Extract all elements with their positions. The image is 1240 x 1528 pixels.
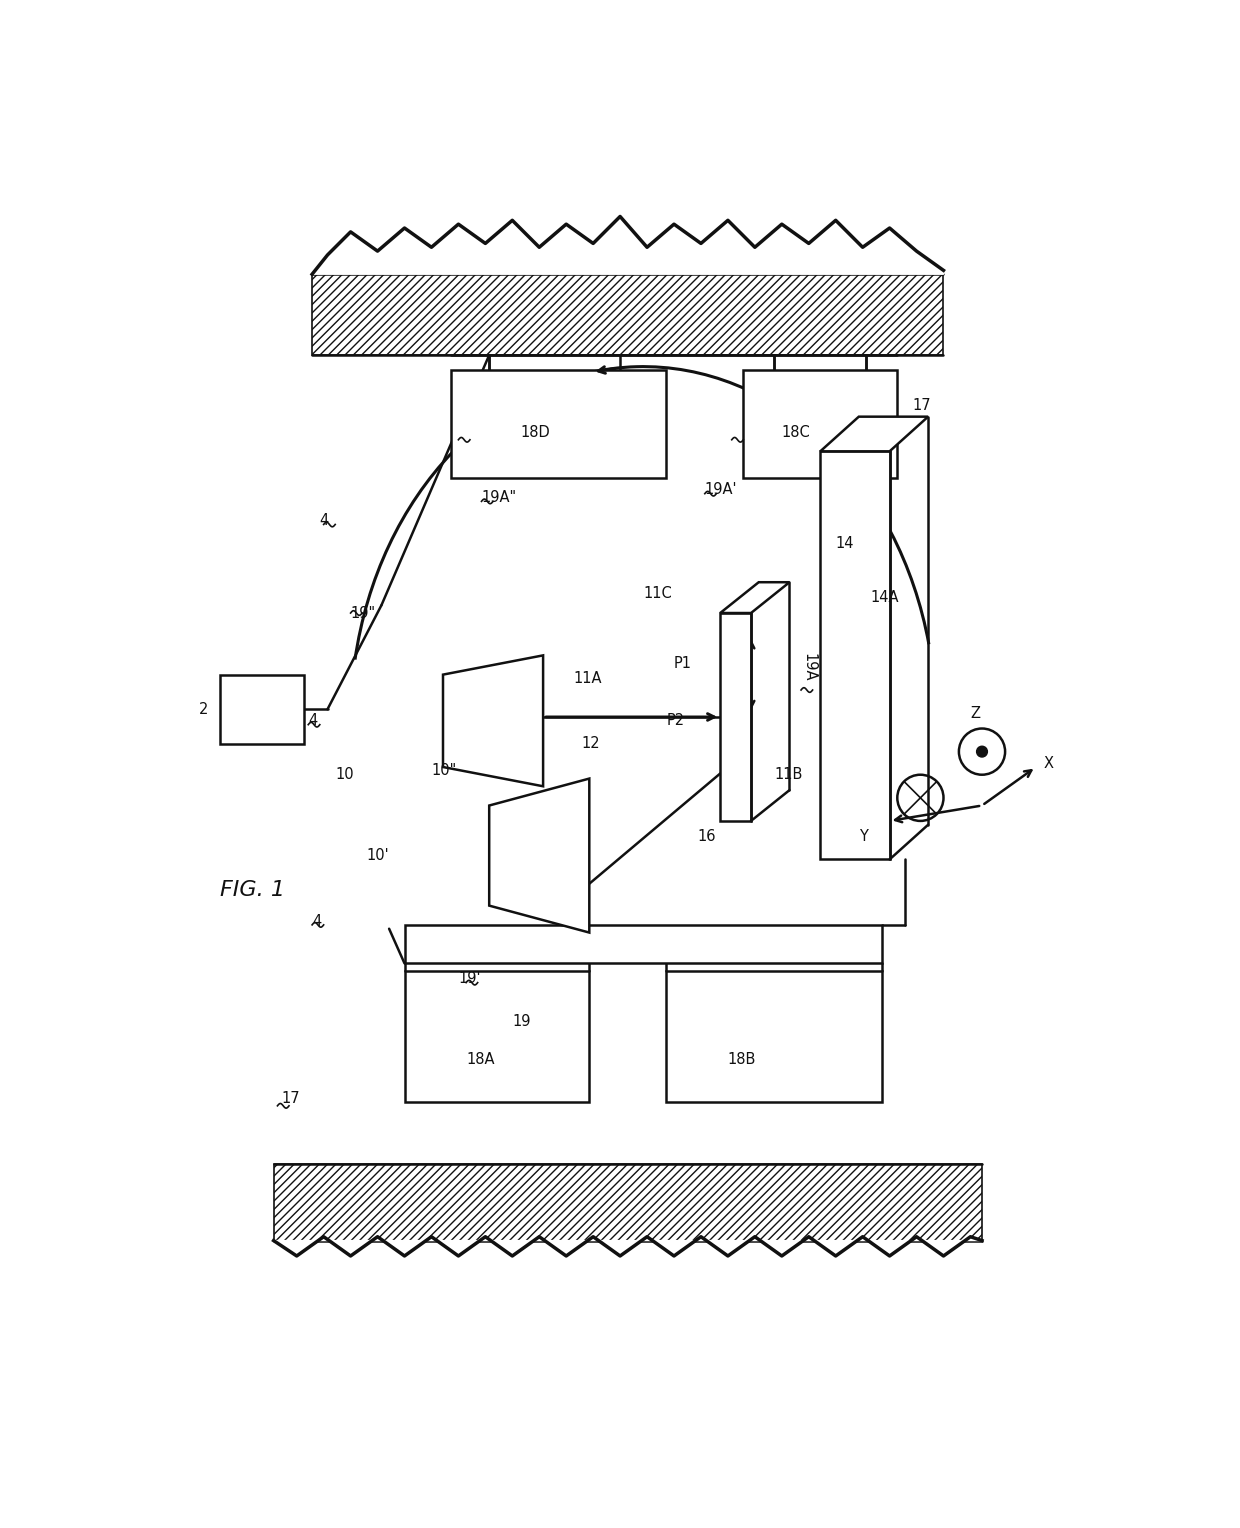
Text: FIG. 1: FIG. 1: [219, 880, 285, 900]
Polygon shape: [821, 417, 928, 451]
Text: 19": 19": [351, 605, 376, 620]
Text: 16: 16: [697, 828, 715, 843]
Text: 19A': 19A': [704, 483, 738, 497]
Text: 19': 19': [459, 972, 481, 986]
Text: 11B: 11B: [774, 767, 802, 782]
Bar: [312, 274, 944, 354]
Text: 11A: 11A: [574, 671, 603, 686]
Text: Z: Z: [971, 706, 981, 721]
Polygon shape: [490, 779, 589, 932]
Text: P1: P1: [675, 656, 692, 671]
Polygon shape: [274, 1236, 982, 1256]
Bar: [219, 675, 304, 744]
Text: 12: 12: [582, 736, 600, 752]
Bar: [743, 370, 898, 478]
Circle shape: [977, 746, 987, 756]
Text: 10': 10': [366, 848, 388, 863]
Text: 10": 10": [432, 764, 456, 778]
Bar: [404, 924, 882, 963]
Text: P2: P2: [666, 714, 684, 729]
Text: X: X: [1044, 756, 1054, 770]
Text: 4: 4: [312, 914, 321, 929]
Polygon shape: [312, 217, 944, 274]
Bar: [450, 370, 666, 478]
Text: 18B: 18B: [728, 1053, 756, 1067]
Text: 18C: 18C: [781, 425, 811, 440]
Text: 14A: 14A: [870, 590, 899, 605]
Bar: [821, 451, 889, 859]
Text: 18A: 18A: [466, 1053, 495, 1067]
Text: 2: 2: [198, 701, 208, 717]
Text: 17: 17: [281, 1091, 300, 1106]
Text: Y: Y: [859, 828, 868, 843]
Text: 4: 4: [309, 714, 317, 729]
Text: 18D: 18D: [520, 425, 549, 440]
Bar: [404, 972, 589, 1102]
Text: 19A": 19A": [481, 490, 517, 506]
Text: 14: 14: [836, 536, 854, 552]
Text: 11C: 11C: [644, 587, 672, 602]
Text: 19: 19: [512, 1013, 531, 1028]
Bar: [666, 972, 882, 1102]
Polygon shape: [443, 656, 543, 787]
Bar: [720, 613, 751, 821]
Text: 10: 10: [335, 767, 353, 782]
Text: 4: 4: [320, 513, 329, 529]
Text: 17: 17: [913, 397, 931, 413]
Text: 19A: 19A: [801, 652, 816, 681]
Bar: [274, 1163, 982, 1241]
Polygon shape: [720, 582, 790, 613]
